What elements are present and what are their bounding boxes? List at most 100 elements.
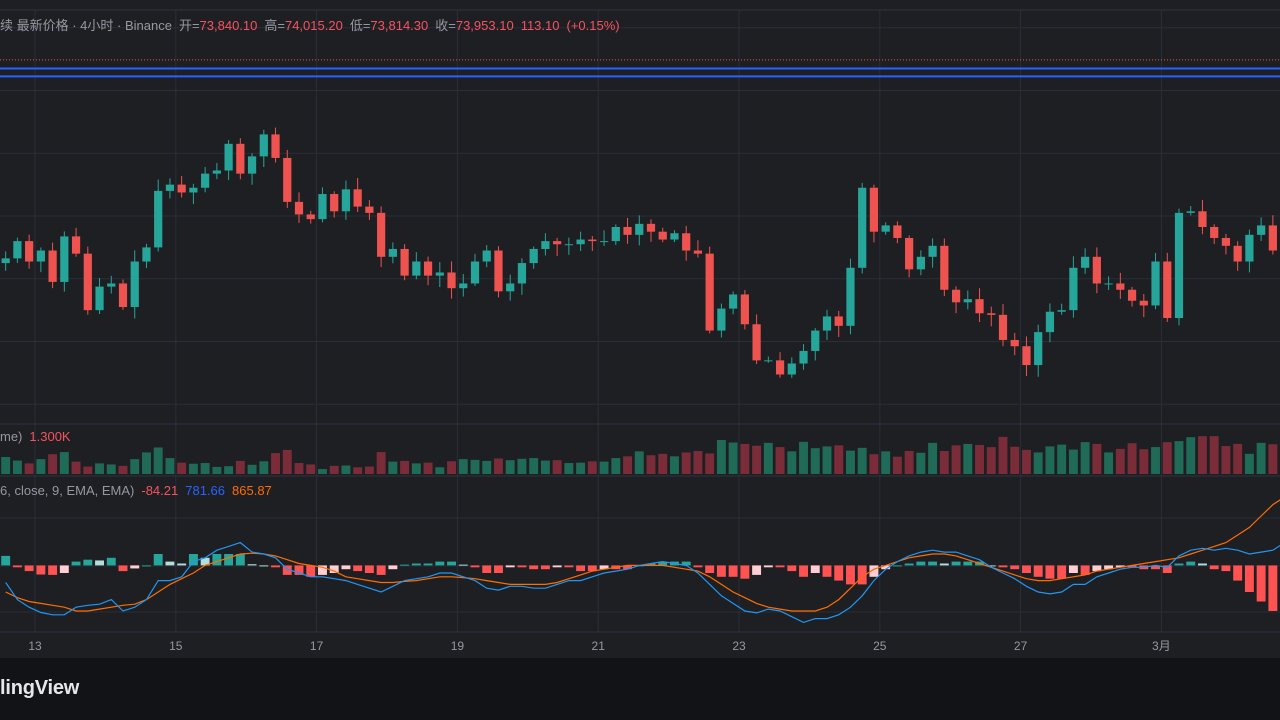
candle-body xyxy=(13,241,22,259)
macd-histogram-bar xyxy=(775,565,785,568)
candle-body xyxy=(154,190,163,248)
macd-histogram-bar xyxy=(951,561,961,566)
macd-histogram-bar xyxy=(646,563,656,566)
candle-body xyxy=(247,156,257,174)
macd-histogram-bar xyxy=(1127,565,1137,568)
candle-body xyxy=(764,360,773,362)
macd-histogram-bar xyxy=(916,561,926,566)
candle-body xyxy=(858,187,867,268)
candle-body xyxy=(682,233,691,251)
macd-histogram-bar xyxy=(36,565,46,575)
candle-body xyxy=(998,314,1008,340)
macd-histogram-bar xyxy=(846,565,855,585)
volume-bar xyxy=(963,443,973,474)
macd-histogram-bar xyxy=(881,565,891,570)
high-label: 高= xyxy=(264,18,285,33)
candle-body xyxy=(928,245,937,257)
macd-histogram-bar xyxy=(1010,565,1020,570)
volume-bar xyxy=(775,447,785,474)
volume-bar xyxy=(705,453,715,474)
volume-bar xyxy=(282,449,292,474)
close-label: 收= xyxy=(435,18,456,33)
volume-bar xyxy=(364,466,374,474)
macd-histogram-bar xyxy=(1186,561,1196,566)
volume-bar xyxy=(376,452,386,474)
volume-bar xyxy=(83,466,93,474)
volume-bar xyxy=(341,465,351,474)
macd-histogram-bar xyxy=(1221,565,1231,572)
macd-histogram-bar xyxy=(177,563,187,566)
macd-histogram-bar xyxy=(1256,565,1266,602)
volume-bar xyxy=(1174,441,1184,474)
volume-bar xyxy=(1233,443,1243,474)
volume-value: 1.300K xyxy=(29,429,71,444)
candle-body xyxy=(1268,225,1277,251)
candle-body xyxy=(940,245,949,290)
volume-bar xyxy=(353,467,363,474)
macd-histogram-bar xyxy=(376,565,386,575)
candle-body xyxy=(822,316,832,331)
macd-histogram-bar xyxy=(799,565,808,577)
macd-histogram-bar xyxy=(939,563,949,566)
macd-histogram-bar xyxy=(482,565,492,573)
candle-body xyxy=(201,173,210,188)
candle-body xyxy=(236,143,245,174)
volume-bar xyxy=(1186,437,1196,474)
horizontal-lines[interactable] xyxy=(0,59,1280,78)
macd-histogram-bar xyxy=(435,561,445,566)
volume-bar xyxy=(1010,446,1020,474)
macd-histogram-bar xyxy=(1209,565,1219,570)
time-axis[interactable]: 13151719212325273月35791113151719 xyxy=(28,639,1280,653)
macd-histogram-bar xyxy=(681,561,691,566)
volume-bar xyxy=(235,460,245,474)
candle-body xyxy=(564,244,573,246)
volume-bar xyxy=(1162,442,1172,474)
open-label: 开= xyxy=(178,18,200,33)
macd-histogram-bar xyxy=(142,565,151,567)
macd-histogram-bar xyxy=(1045,565,1055,579)
volume-bar xyxy=(1092,443,1102,474)
volume-bar xyxy=(48,454,58,474)
volume-bar xyxy=(822,446,832,474)
macd-histogram-bar xyxy=(423,563,433,566)
volume-bar xyxy=(892,456,902,474)
signal-line-value: 865.87 xyxy=(232,483,272,498)
macd-histogram-bar xyxy=(986,565,996,567)
macd-histogram-bar xyxy=(411,563,421,566)
candle-body xyxy=(259,134,268,157)
volume-bar xyxy=(1057,444,1067,474)
macd-histogram-bar xyxy=(928,561,938,566)
macd-legend: 6, close, 9, EMA, EMA) -84.21 781.66 865.87 xyxy=(0,483,279,499)
candle-body xyxy=(25,241,34,262)
volume-bar xyxy=(1244,453,1254,474)
volume-legend: me) 1.300K xyxy=(0,429,78,445)
candle-body xyxy=(717,308,726,331)
volume-bar xyxy=(576,462,586,474)
candle-body xyxy=(435,272,444,276)
candle-body xyxy=(905,237,914,270)
volume-bars xyxy=(1,436,1278,474)
volume-bar xyxy=(1045,446,1055,474)
volume-bar xyxy=(294,463,304,474)
volume-bar xyxy=(881,451,891,474)
candle-body xyxy=(1151,261,1160,306)
candle-body xyxy=(553,241,562,245)
candle-body xyxy=(1104,283,1113,285)
candle-body xyxy=(951,289,961,303)
macd-histogram-bar xyxy=(716,565,726,577)
volume-name: me) xyxy=(0,429,23,444)
macd-histogram-bar xyxy=(540,565,550,570)
volume-bar xyxy=(494,458,503,474)
candle-body xyxy=(1116,283,1125,290)
volume-bar xyxy=(259,461,269,474)
macd-histogram-bar xyxy=(447,561,456,566)
brand-logo-text[interactable]: lingView xyxy=(0,677,80,699)
macd-line xyxy=(5,541,1280,624)
macd-histogram-bar xyxy=(658,561,668,566)
candle-body xyxy=(60,236,69,282)
candle-body xyxy=(1186,211,1195,213)
macd-histogram-bar xyxy=(505,565,515,568)
macd-histogram-bar xyxy=(892,565,902,567)
